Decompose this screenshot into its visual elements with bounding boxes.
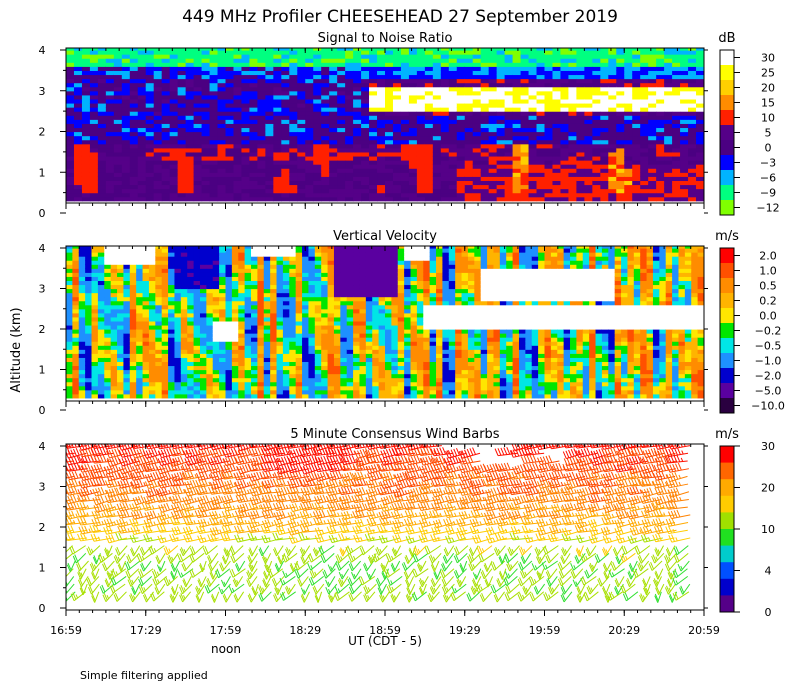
colorbar-label: −9: [760, 187, 776, 200]
colorbar-label: 4: [765, 565, 772, 578]
y-tick-label: 3: [39, 481, 46, 494]
vertical-velocity-colorbar: 2.0 1.0 0.5 0.2 0.0 −0.2 −0.5 −1.0 −2.0 −5.0 −10.0: [719, 247, 785, 414]
colorbar-label: 15: [761, 97, 775, 110]
y-tick-label: 4: [39, 44, 46, 57]
colorbar-label: −1.0: [755, 355, 782, 368]
wind-barbs-panel-title: 5 Minute Consensus Wind Barbs: [290, 427, 499, 442]
y-tick-label: 0: [39, 207, 46, 220]
snr-panel-title: Signal to Noise Ratio: [318, 31, 453, 46]
y-tick-label: 4: [39, 440, 46, 453]
y-tick-label: 2: [39, 521, 46, 534]
colorbar-label: 20: [761, 482, 775, 495]
x-tick-label: 18:59: [369, 624, 401, 637]
colorbar-label: 5: [765, 127, 772, 140]
y-tick-label: 1: [39, 364, 46, 377]
x-tick-label: 20:29: [608, 624, 640, 637]
snr-colorbar: 30 25 20 15 10 5 0 −3 −6 −9 −12: [719, 49, 780, 216]
figure-title: 449 MHz Profiler CHEESEHEAD 27 September…: [182, 7, 618, 27]
x-tick-label: 20:59: [688, 624, 720, 637]
snr-heatmap: [66, 48, 704, 202]
colorbar-label: 10: [761, 523, 775, 536]
colorbar-label: 25: [761, 67, 775, 80]
colorbar-label: 10: [761, 112, 775, 125]
y-tick-label: 1: [39, 562, 46, 575]
x-tick-label: 19:59: [529, 624, 561, 637]
colorbar-label: −0.5: [755, 340, 782, 353]
wind-barbs-plot: [66, 444, 691, 603]
x-tick-labels: 16:59 17:29 17:59 18:29 18:59 19:29 19:59 20:29…: [50, 624, 720, 637]
colorbar-label: 20: [761, 82, 775, 95]
y-tick-label: 3: [39, 283, 46, 296]
y-tick-label: 2: [39, 323, 46, 336]
colorbar-label: 0: [765, 606, 772, 619]
colorbar-label: 2.0: [759, 250, 777, 263]
y-tick-label: 0: [39, 404, 46, 417]
colorbar-label: −10.0: [751, 400, 785, 413]
y-tick-label: 3: [39, 85, 46, 98]
noon-label: noon: [211, 642, 241, 656]
colorbar-label: −12: [756, 202, 779, 215]
colorbar-label: 0.2: [759, 295, 777, 308]
colorbar-label: 1.0: [759, 265, 777, 278]
y-tick-label: 4: [39, 242, 46, 255]
colorbar-label: 0.0: [759, 310, 777, 323]
colorbar-label: −2.0: [755, 370, 782, 383]
colorbar-label: −3: [760, 157, 776, 170]
colorbar-label: 0: [765, 142, 772, 155]
wind-barbs-unit-label: m/s: [715, 427, 739, 442]
wind-barbs-colorbar: 30 20 10 4 0: [719, 440, 775, 619]
colorbar-label: 30: [761, 52, 775, 65]
colorbar-label: −5.0: [755, 385, 782, 398]
snr-axes: 0 1 2 3 4: [39, 44, 708, 220]
x-tick-label: 19:29: [449, 624, 481, 637]
y-tick-label: 2: [39, 126, 46, 139]
x-tick-label: 17:59: [210, 624, 242, 637]
vertical-velocity-unit-label: m/s: [715, 229, 739, 244]
snr-unit-label: dB: [718, 31, 735, 46]
x-tick-label: 17:29: [130, 624, 162, 637]
filter-note: Simple filtering applied: [80, 669, 208, 682]
x-axis-label: UT (CDT - 5): [348, 634, 422, 648]
y-tick-label: 1: [39, 166, 46, 179]
colorbar-label: −0.2: [755, 325, 782, 338]
x-tick-label: 16:59: [50, 624, 82, 637]
colorbar-label: −6: [760, 172, 776, 185]
vertical-velocity-axes: 0 1 2 3 4: [39, 242, 708, 417]
colorbar-label: 30: [761, 440, 775, 453]
vertical-velocity-heatmap: [66, 246, 704, 399]
wind-barbs-axes: 0 1 2 3 4: [39, 440, 708, 616]
x-tick-label: 18:29: [289, 624, 321, 637]
y-axis-label: Altitude (km): [9, 307, 24, 392]
colorbar-label: 0.5: [759, 280, 777, 293]
y-tick-label: 0: [39, 602, 46, 615]
vertical-velocity-panel-title: Vertical Velocity: [333, 229, 437, 244]
